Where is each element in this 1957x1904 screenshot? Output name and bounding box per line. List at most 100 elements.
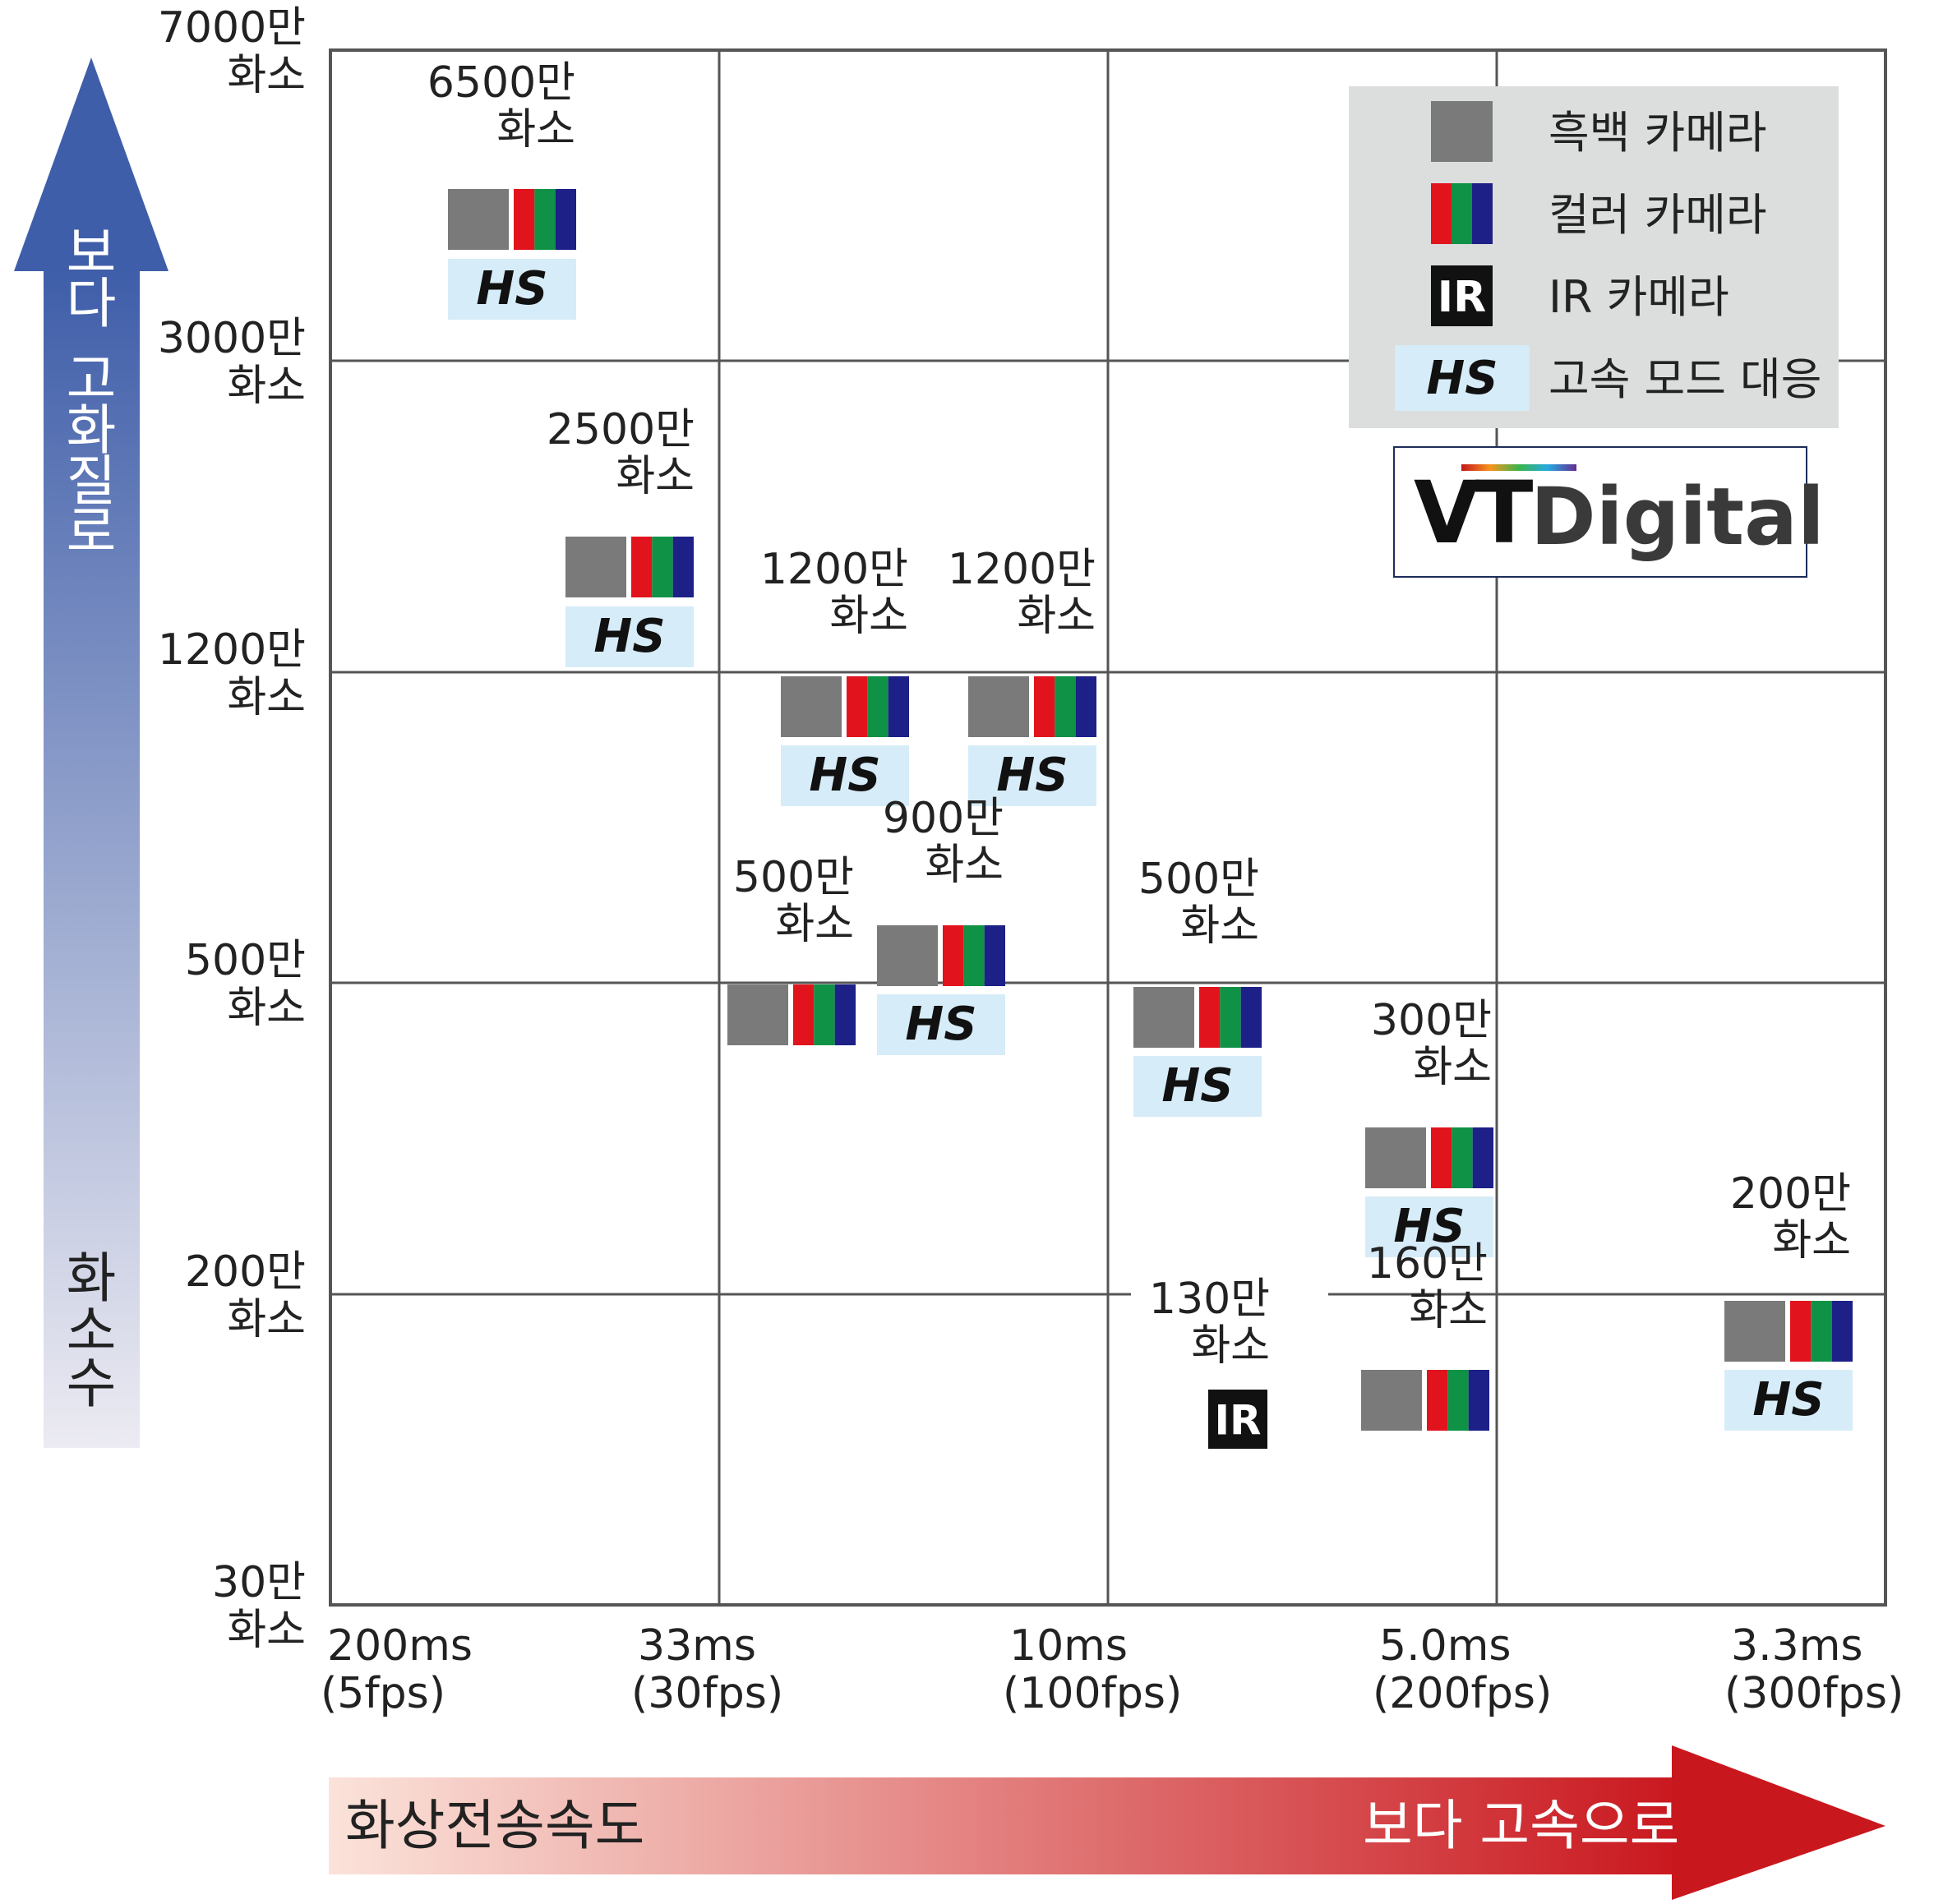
color-stripe-blue bbox=[1240, 987, 1262, 1048]
color-camera-swatch bbox=[847, 676, 909, 737]
color-stripe-blue bbox=[1831, 1301, 1853, 1362]
color-stripe-green bbox=[1452, 183, 1472, 244]
color-camera-swatch bbox=[793, 984, 856, 1045]
color-stripe-green bbox=[1811, 1301, 1832, 1362]
point-label-pixels: 130만 bbox=[1149, 1275, 1270, 1324]
color-stripe-red bbox=[1431, 1127, 1452, 1188]
ir-badge: IR bbox=[1431, 265, 1493, 326]
point-label-unit: 화소 bbox=[616, 452, 695, 501]
color-camera-swatch bbox=[1431, 1127, 1493, 1188]
hs-badge-text: HS bbox=[1426, 352, 1498, 405]
hs-badge: HS bbox=[448, 259, 576, 320]
x-tick-label: 10ms bbox=[1009, 1621, 1128, 1671]
color-camera-swatch bbox=[631, 537, 694, 597]
logo-vt-text: VT bbox=[1414, 463, 1533, 563]
point-label-pixels: 500만 bbox=[733, 853, 854, 902]
hs-badge: HS bbox=[1724, 1370, 1853, 1431]
legend-item-ir: IR IR 카메라 bbox=[1431, 265, 1729, 326]
camera-points: 6500만화소HS2500만화소HS1200만화소HS1200만화소HS500만… bbox=[427, 58, 1853, 1449]
y-direction-glyph: 로 bbox=[67, 500, 117, 564]
y-tick-label: 200만 bbox=[185, 1247, 306, 1297]
legend-item-color: 컬러 카메라 bbox=[1431, 183, 1767, 244]
legend-label-ir: IR 카메라 bbox=[1549, 271, 1729, 323]
color-stripe-red bbox=[1427, 1370, 1448, 1431]
color-stripe-blue bbox=[1472, 1127, 1493, 1188]
x-tick-label-fps: (100fps) bbox=[1003, 1669, 1182, 1718]
color-stripe-red bbox=[943, 925, 964, 986]
point-label-unit: 화소 bbox=[496, 105, 575, 154]
mono-camera-swatch bbox=[877, 925, 938, 986]
x-axis-label: 화상전송속도 bbox=[345, 1794, 644, 1857]
color-stripe-green bbox=[814, 984, 835, 1045]
hs-badge-text: HS bbox=[1393, 1200, 1465, 1253]
point-label-unit: 화소 bbox=[1180, 901, 1259, 951]
x-direction-label: 보다 고속으로 bbox=[1363, 1794, 1679, 1857]
point-label-unit: 화소 bbox=[1191, 1321, 1270, 1371]
mono-camera-swatch bbox=[781, 676, 842, 737]
x-tick-label-fps: (300fps) bbox=[1724, 1669, 1904, 1718]
hs-badge-text: HS bbox=[905, 998, 976, 1051]
color-stripe-blue bbox=[555, 189, 576, 250]
hs-badge: HS bbox=[1133, 1056, 1262, 1117]
legend-item-hs: HS 고속 모드 대응 bbox=[1395, 345, 1821, 411]
y-axis-label-glyph: 수 bbox=[67, 1352, 117, 1415]
color-stripe-green bbox=[867, 676, 888, 737]
point-label-pixels: 1200만 bbox=[760, 545, 908, 594]
color-stripe-red bbox=[1034, 676, 1055, 737]
color-stripe-green bbox=[1055, 676, 1076, 737]
x-tick-label: 3.3ms bbox=[1731, 1621, 1862, 1671]
ir-badge: IR bbox=[1208, 1390, 1267, 1449]
y-arrow-head bbox=[14, 58, 168, 271]
x-arrow-shaft bbox=[329, 1777, 1685, 1874]
point-label-pixels: 500만 bbox=[1138, 855, 1259, 904]
vt-digital-logo: VT Digital bbox=[1393, 446, 1825, 578]
ir-badge-bg bbox=[1208, 1390, 1267, 1449]
y-tick-label-unit: 화소 bbox=[227, 984, 306, 1033]
hs-badge-text: HS bbox=[593, 610, 665, 663]
hs-badge: HS bbox=[1395, 345, 1530, 411]
label-knockout bbox=[1131, 1282, 1328, 1305]
hs-badge: HS bbox=[781, 745, 909, 806]
color-stripe-red bbox=[631, 537, 653, 597]
legend-item-mono: 흑백 카메라 bbox=[1431, 101, 1767, 162]
y-direction-glyph: 질 bbox=[67, 449, 117, 513]
color-camera-swatch bbox=[1427, 1370, 1489, 1431]
point-label-pixels: 200만 bbox=[1730, 1169, 1851, 1219]
color-stripe-blue bbox=[1075, 676, 1096, 737]
color-stripe-green bbox=[652, 537, 673, 597]
hs-badge-bg bbox=[448, 259, 576, 320]
color-stripe-green bbox=[1220, 987, 1241, 1048]
hs-badge-text: HS bbox=[476, 262, 547, 316]
hs-badge-bg bbox=[968, 745, 1096, 806]
color-stripe-red bbox=[793, 984, 815, 1045]
mono-camera-swatch bbox=[448, 189, 509, 250]
logo-rainbow-bar bbox=[1461, 464, 1576, 471]
color-stripe-blue bbox=[672, 537, 694, 597]
point-label-pixels: 300만 bbox=[1371, 996, 1492, 1045]
mono-camera-swatch bbox=[1133, 987, 1194, 1048]
hs-badge: HS bbox=[1365, 1196, 1493, 1257]
y-tick-label: 30만 bbox=[212, 1558, 306, 1607]
y-direction-glyph: 다 bbox=[67, 272, 117, 335]
hs-badge-text: HS bbox=[809, 749, 880, 802]
color-stripe-red bbox=[1199, 987, 1221, 1048]
color-camera-swatch bbox=[1034, 676, 1096, 737]
y-tick-label: 3000만 bbox=[158, 314, 306, 363]
axis-ticks: 30만화소200만화소500만화소1200만화소3000만화소7000만화소20… bbox=[158, 3, 1904, 1718]
y-tick-label-unit: 화소 bbox=[227, 1295, 306, 1344]
x-axis-arrow-layer: 화상전송속도 보다 고속으로 bbox=[329, 1745, 1885, 1900]
color-stripe-blue bbox=[888, 676, 909, 737]
mono-camera-swatch bbox=[1724, 1301, 1785, 1362]
hs-badge-bg bbox=[1365, 1196, 1493, 1257]
point-label-pixels: 1200만 bbox=[948, 545, 1096, 594]
point-label-unit: 화소 bbox=[1772, 1216, 1851, 1265]
color-stripe-blue bbox=[834, 984, 856, 1045]
color-stripe-green bbox=[1452, 1127, 1473, 1188]
